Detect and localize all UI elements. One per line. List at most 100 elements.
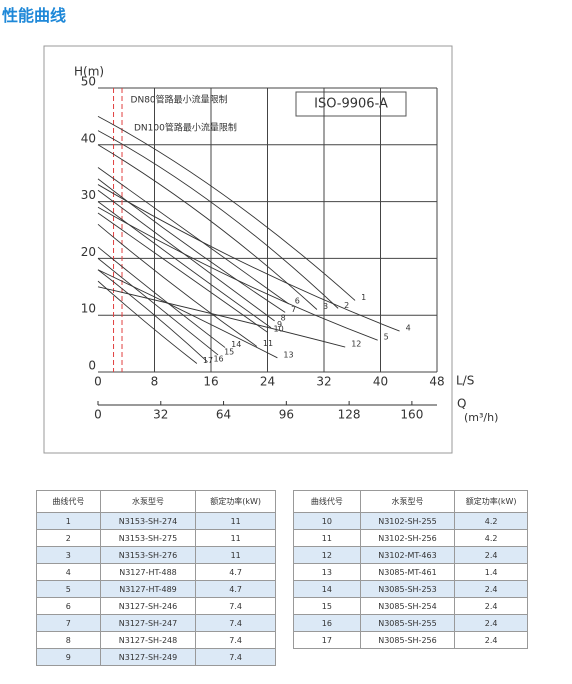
pump-curve	[97, 269, 278, 359]
table-cell: 14	[293, 580, 361, 598]
pump-curve	[97, 269, 208, 363]
x2-tick-label: 128	[338, 408, 361, 422]
table-header-cell: 额定功率(kW)	[195, 490, 276, 513]
table-cell: 2.4	[454, 580, 528, 598]
x2-axis-unit: (m³/h)	[464, 411, 498, 424]
x2-tick-label: 0	[94, 408, 102, 422]
x-tick-label: 48	[429, 375, 444, 389]
table-cell: 6	[36, 597, 101, 615]
table-row: 6 N3127-SH-246 7.4	[36, 597, 276, 615]
pump-curve	[97, 212, 268, 333]
table-cell: 1	[36, 512, 101, 530]
y-axis-label: H(m)	[74, 65, 104, 79]
pump-curve	[97, 130, 339, 309]
table-cell: 9	[36, 648, 101, 666]
table-cell: 7.4	[195, 648, 276, 666]
table-cell: 11	[195, 512, 276, 530]
pump-curve	[97, 144, 318, 310]
table-row: 17 N3085-SH-256 2.4	[293, 631, 528, 649]
table-cell: 4.7	[195, 563, 276, 581]
table-row: 11 N3102-SH-256 4.2	[293, 529, 528, 547]
pump-curve	[97, 246, 226, 348]
table-cell: 7	[36, 614, 101, 632]
table-row: 13 N3085-MT-461 1.4	[293, 563, 528, 581]
y-tick-label: 20	[81, 245, 96, 259]
pump-curve	[97, 201, 272, 329]
table-row: 8 N3127-SH-248 7.4	[36, 631, 276, 649]
x-axis-label: L/S	[456, 374, 474, 388]
x2-tick-label: 32	[153, 408, 168, 422]
table-header-cell: 水泵型号	[359, 490, 456, 513]
curve-label: 15	[224, 347, 234, 356]
table-cell: N3153-SH-274	[99, 512, 197, 530]
curve-label: 7	[291, 305, 296, 314]
table-cell: N3127-HT-488	[99, 563, 197, 581]
table-cell: N3127-SH-247	[99, 614, 197, 632]
chart: ISO-9906-A H(m) L/S Q (m³/h) 0 10 20 30 40 50…	[43, 45, 498, 454]
curve-label: 2	[344, 301, 349, 310]
curve-label: 13	[283, 350, 293, 359]
table-cell: 11	[195, 529, 276, 547]
table-cell: N3102-SH-255	[359, 512, 456, 530]
min-flow-label: DN80管路最小流量限制	[131, 94, 228, 106]
table-header-cell: 水泵型号	[99, 490, 197, 513]
table-cell: 2.4	[454, 614, 528, 632]
min-flow-label: DN100管路最小流量限制	[134, 122, 237, 134]
x-tick-label: 24	[260, 375, 275, 389]
table-cell: 2.4	[454, 597, 528, 615]
table-row: 9 N3127-SH-249 7.4	[36, 648, 276, 666]
y-tick-label: 40	[81, 131, 96, 145]
table-row: 1 N3153-SH-274 11	[36, 512, 276, 530]
table-row: 5 N3127-HT-489 4.7	[36, 580, 276, 598]
table-cell: N3127-SH-246	[99, 597, 197, 615]
curve-label: 9	[277, 320, 282, 329]
table-cell: 3	[36, 546, 101, 564]
x2-tick-label: 96	[279, 408, 294, 422]
x-tick-label: 32	[316, 375, 331, 389]
curve-label: 8	[281, 313, 286, 322]
table-cell: 1.4	[454, 563, 528, 581]
pump-curve	[97, 223, 258, 347]
curve-label: 10	[274, 325, 284, 334]
table-row: 12 N3102-MT-463 2.4	[293, 546, 528, 564]
table-cell: 2.4	[454, 546, 528, 564]
y-tick-label: 10	[81, 302, 96, 316]
standard-label: ISO-9906-A	[314, 97, 388, 112]
table-header-cell: 曲线代号	[293, 490, 361, 513]
x-tick-label: 8	[151, 375, 159, 389]
curve-label: 5	[384, 333, 389, 342]
page-title: 性能曲线	[2, 6, 67, 25]
table-cell: N3085-SH-255	[359, 614, 456, 632]
table-cell: 4	[36, 563, 101, 581]
curve-label: 4	[406, 324, 411, 333]
table-cell: N3085-MT-461	[359, 563, 456, 581]
pump-curve	[97, 178, 286, 313]
x2-tick-label: 160	[400, 408, 423, 422]
y-tick-label: 30	[81, 188, 96, 202]
table-cell: N3127-SH-249	[99, 648, 197, 666]
x2-axis-label: Q	[457, 397, 466, 411]
pump-curve	[97, 116, 356, 301]
standard-box	[295, 91, 407, 117]
table-cell: 7.4	[195, 597, 276, 615]
table-right: 曲线代号 水泵型号 额定功率(kW) 10 N3102-SH-255 4.2 11 N3102…	[293, 490, 528, 649]
curve-label: 17	[203, 356, 213, 365]
table-row: 2 N3153-SH-275 11	[36, 529, 276, 547]
table-cell: 17	[293, 631, 361, 649]
table-cell: N3085-SH-256	[359, 631, 456, 649]
table-cell: N3102-SH-256	[359, 529, 456, 547]
table-cell: 7.4	[195, 614, 276, 632]
table-header-cell: 额定功率(kW)	[454, 490, 528, 513]
table-cell: N3085-SH-254	[359, 597, 456, 615]
table-header-cell: 曲线代号	[36, 490, 101, 513]
curve-label: 11	[263, 339, 273, 348]
table-cell: N3153-SH-276	[99, 546, 197, 564]
table-row: 3 N3153-SH-276 11	[36, 546, 276, 564]
y-tick-label: 50	[81, 75, 96, 89]
x-tick-label: 40	[373, 375, 388, 389]
table-cell: N3102-MT-463	[359, 546, 456, 564]
table-row: 15 N3085-SH-254 2.4	[293, 597, 528, 615]
table-cell: 4.7	[195, 580, 276, 598]
table-row: 7 N3127-SH-247 7.4	[36, 614, 276, 632]
